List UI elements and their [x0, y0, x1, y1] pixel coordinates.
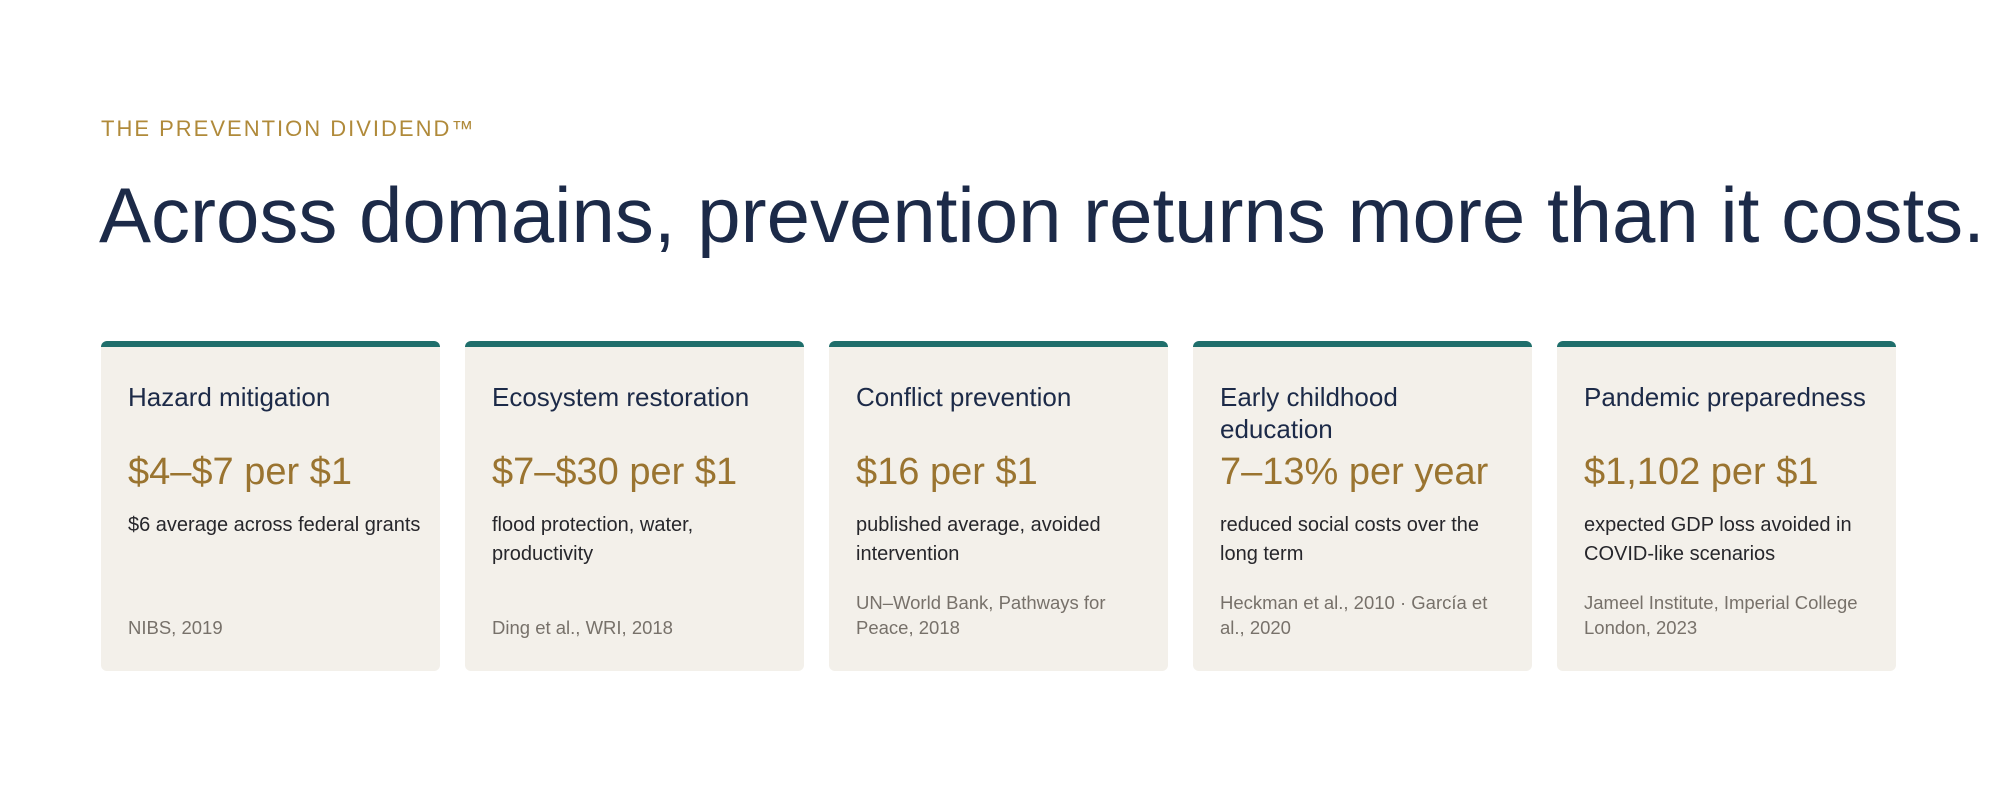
card-value: 7–13% per year	[1220, 451, 1489, 493]
card-ecosystem-restoration: Ecosystem restoration $7–$30 per $1 floo…	[465, 341, 804, 671]
card-hazard-mitigation: Hazard mitigation $4–$7 per $1 $6 averag…	[101, 341, 440, 671]
card-value: $4–$7 per $1	[128, 451, 352, 493]
card-value: $16 per $1	[856, 451, 1038, 493]
card-description: published average, avoided intervention	[856, 514, 1101, 565]
card-description: reduced social costs over the long term	[1220, 514, 1480, 565]
card-description: flood protection, water, productivity	[492, 514, 694, 565]
card-title: Hazard mitigation	[128, 382, 331, 412]
card-source: Ding et al., WRI, 2018	[492, 617, 673, 638]
card-source: UN–World Bank, Pathways for Peace, 2018	[856, 592, 1106, 638]
card-pandemic-preparedness: Pandemic preparedness $1,102 per $1 expe…	[1557, 341, 1896, 671]
card-description: expected GDP loss avoided in COVID-like …	[1584, 514, 1852, 565]
eyebrow-label: THE PREVENTION DIVIDEND™	[101, 116, 476, 141]
card-title: Pandemic preparedness	[1584, 382, 1866, 412]
cards-row: Hazard mitigation $4–$7 per $1 $6 averag…	[101, 341, 1896, 671]
card-value: $1,102 per $1	[1584, 451, 1819, 493]
page-title: Across domains, prevention returns more …	[99, 171, 1985, 259]
card-early-childhood-education: Early childhood education 7–13% per year…	[1193, 341, 1532, 671]
card-source: NIBS, 2019	[128, 617, 223, 638]
card-title: Early childhood education	[1220, 382, 1398, 444]
card-description: $6 average across federal grants	[128, 514, 421, 536]
card-value: $7–$30 per $1	[492, 451, 738, 493]
card-source: Heckman et al., 2010 · García et al., 20…	[1220, 592, 1488, 638]
card-conflict-prevention: Conflict prevention $16 per $1 published…	[829, 341, 1168, 671]
card-title: Conflict prevention	[856, 382, 1072, 412]
card-source: Jameel Institute, Imperial College Londo…	[1584, 592, 1858, 638]
card-title: Ecosystem restoration	[492, 382, 750, 412]
